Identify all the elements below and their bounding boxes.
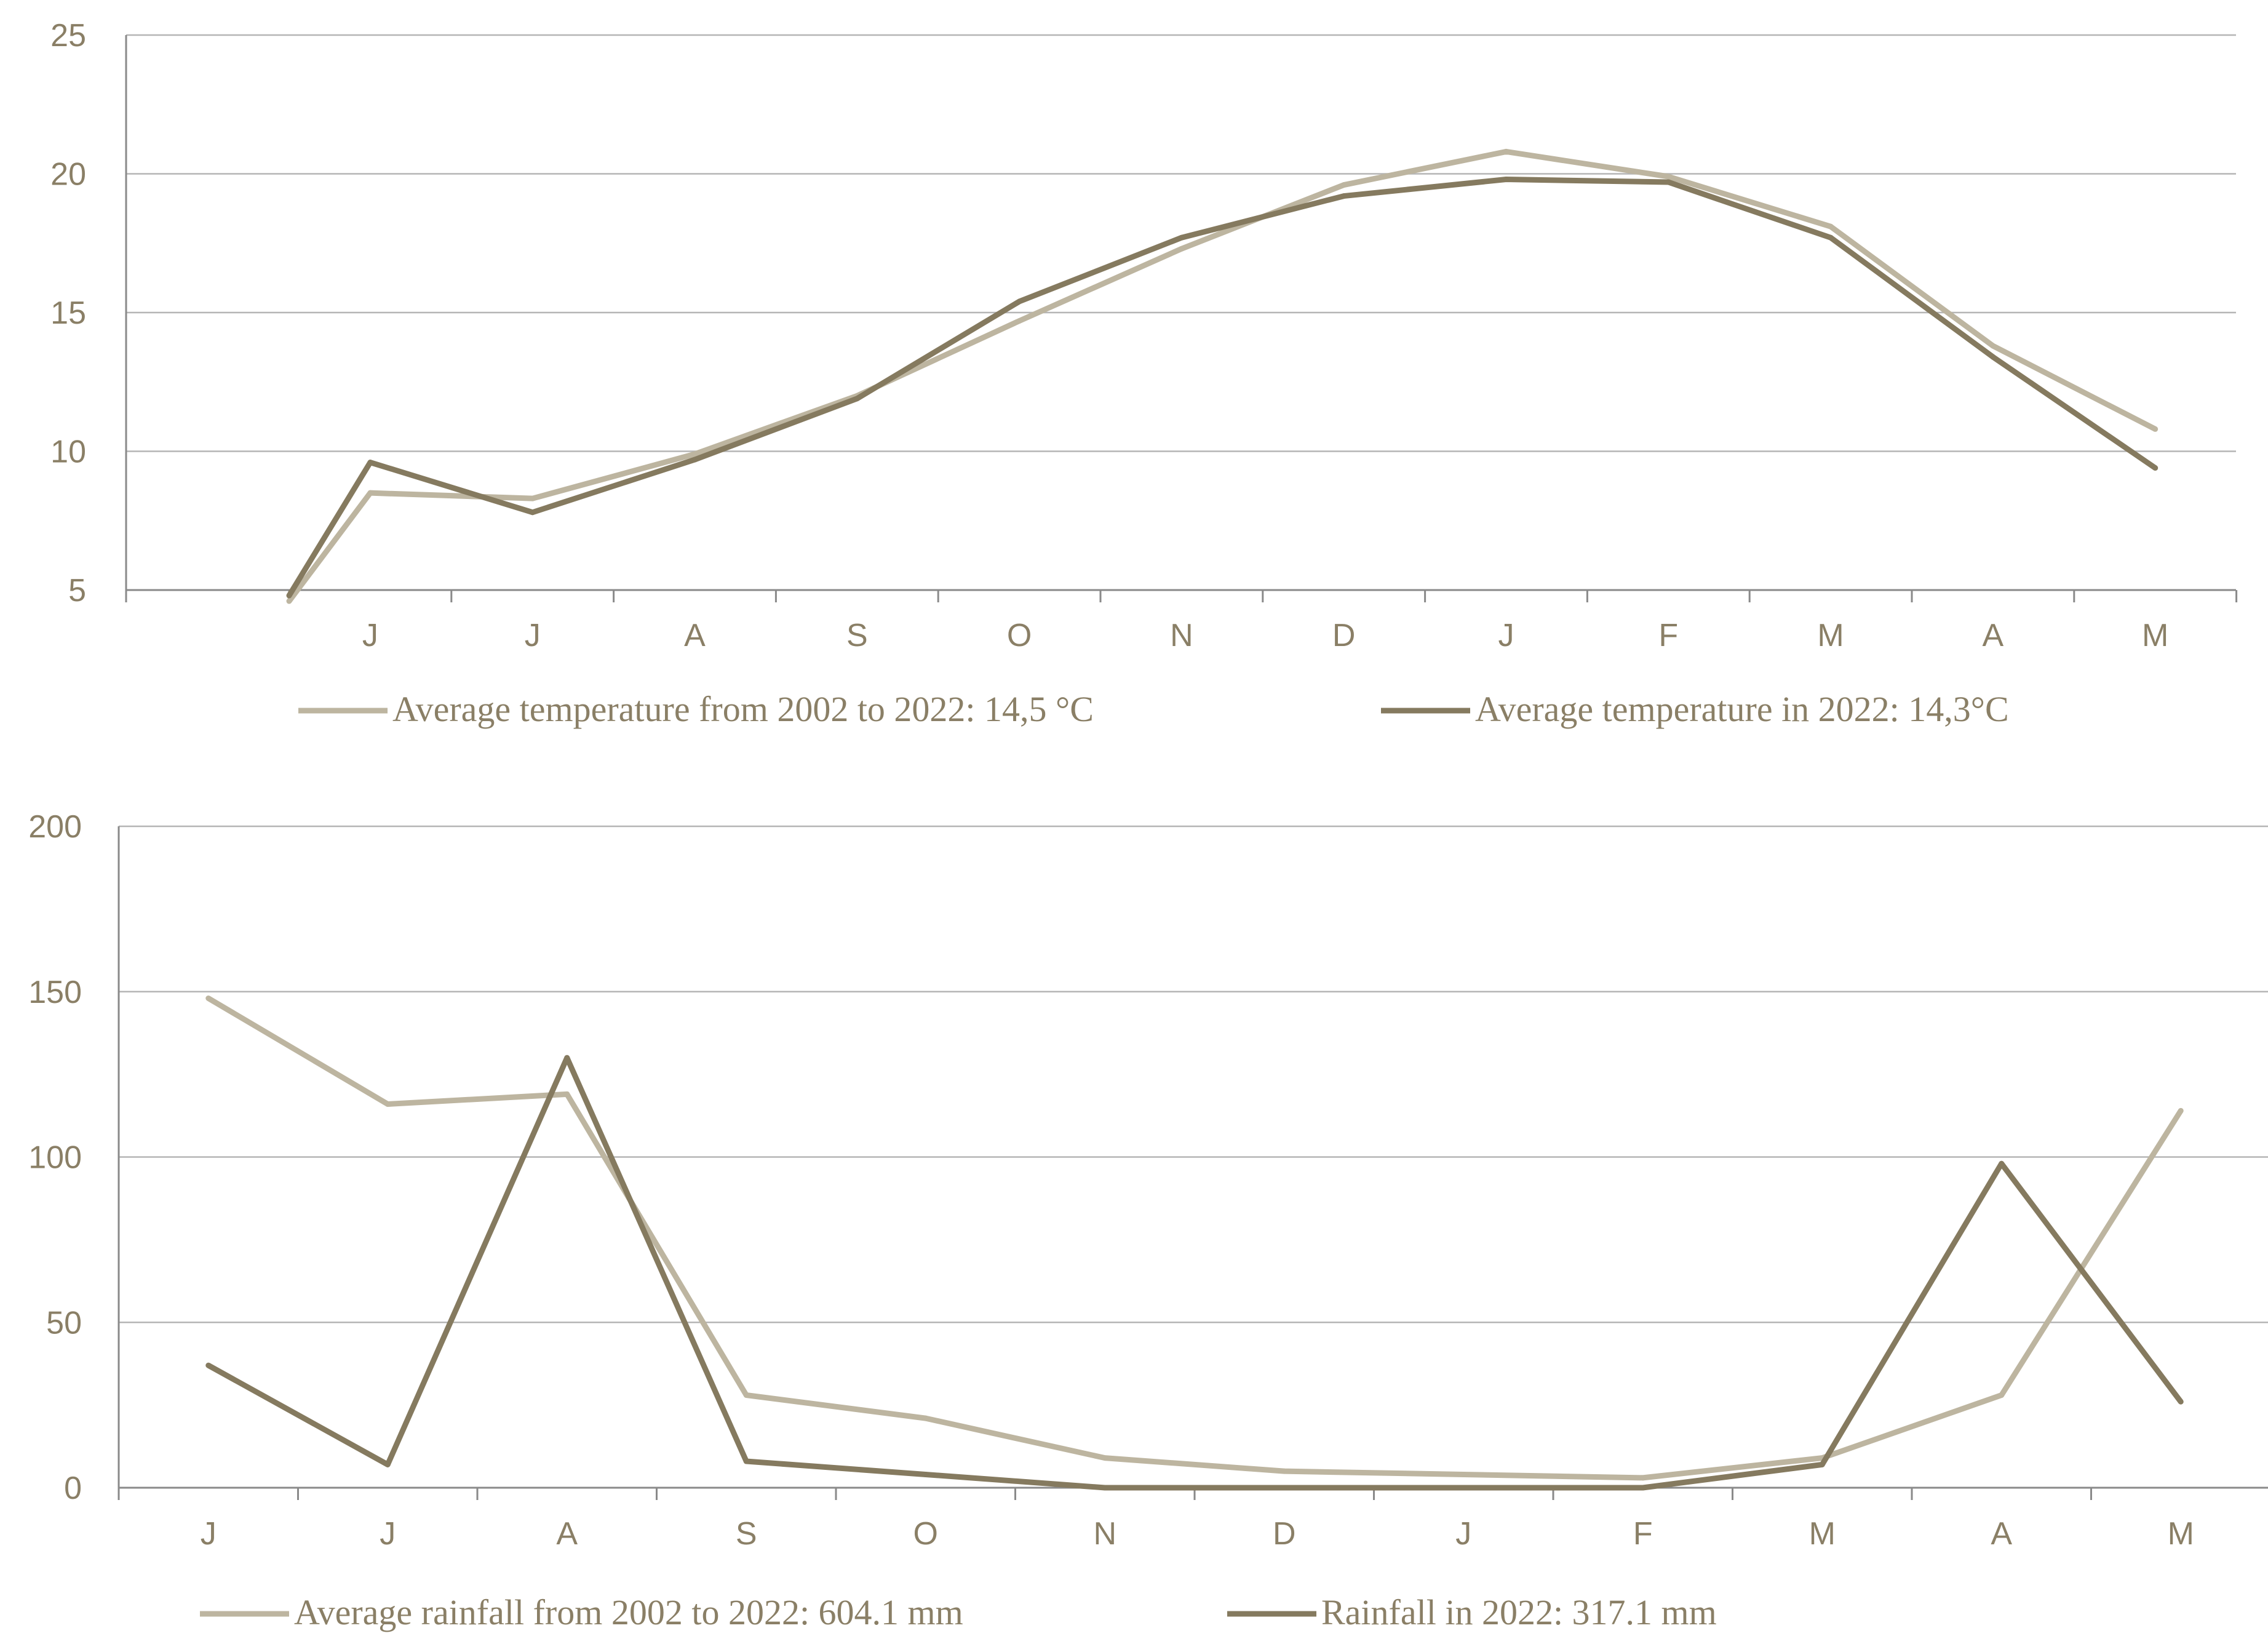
data-point [743,1392,749,1398]
x-tick-label: S [846,618,868,653]
x-tick-label: J [525,618,541,653]
series-line [287,177,2157,597]
data-point [854,396,860,402]
temperature-chart: 5 10 15 20 25 J J A S O N D J F M A M Average temperature… [50,18,2238,729]
y-tick-label: 50 [46,1305,82,1341]
data-point [1503,148,1509,154]
x-tick-label: F [1633,1516,1653,1552]
data-point [1102,1455,1108,1461]
x-tick-label: N [1093,1516,1116,1552]
data-point [1990,354,1996,360]
data-point [1179,234,1185,241]
x-tick-label: J [1498,618,1514,653]
x-tick-label: A [684,618,706,653]
data-point [1503,177,1509,183]
data-point [2152,426,2159,432]
x-tick-label: D [1273,1516,1296,1552]
y-tick-label: 100 [28,1140,82,1176]
legend-label: Average temperature from 2002 to 2022: 1… [392,689,1094,729]
x-tick-label: M [1817,618,1844,653]
data-point [367,490,373,496]
x-tick-label: M [2142,618,2168,653]
data-point [286,598,292,604]
y-tick-label: 200 [28,809,82,845]
data-point [1999,1392,2005,1398]
data-point [1341,182,1347,188]
y-tick-label: 15 [50,295,86,331]
data-point [1281,1485,1287,1491]
data-point [2152,465,2159,471]
data-point [1819,1461,1825,1467]
data-point [1990,343,1996,349]
x-tick-label: S [736,1516,757,1552]
y-tick-label: 20 [50,157,86,193]
data-point [1665,174,1671,180]
data-point [205,1362,212,1368]
x-tick-label: D [1332,618,1356,653]
series-line [207,1055,2183,1491]
data-point [1016,318,1022,324]
data-point [1460,1472,1466,1477]
data-point [1341,193,1347,199]
x-tick-label: M [2168,1516,2194,1552]
x-tick-label: J [1455,1516,1471,1552]
data-point [384,1101,391,1107]
data-point [1281,1468,1287,1474]
data-point [692,457,698,463]
data-point [367,460,373,466]
x-tick-label: A [556,1516,578,1552]
y-tick-label: 150 [28,975,82,1010]
legend-label: Rainfall in 2022: 317.1 mm [1321,1592,1717,1632]
x-tick-label: O [913,1516,938,1552]
x-tick-label: J [380,1516,396,1552]
data-point [564,1055,570,1061]
legend-label: Average temperature in 2022: 14,3°C [1475,689,2009,729]
data-point [286,593,292,599]
legend-label: Average rainfall from 2002 to 2022: 604.… [294,1592,963,1632]
data-point [923,1472,929,1477]
x-tick-label: A [1991,1516,2012,1552]
data-point [923,1415,929,1421]
data-point [205,996,212,1001]
data-point [1665,179,1671,185]
data-point [1640,1485,1646,1491]
data-point [743,1458,749,1464]
data-point [1640,1475,1646,1481]
y-tick-label: 5 [68,573,86,609]
x-tick-label: A [1983,618,2004,653]
data-point [1828,234,1834,241]
data-point [1179,245,1185,252]
data-point [1102,1485,1108,1491]
x-tick-label: O [1007,618,1032,653]
series-line [207,996,2184,1481]
x-tick-label: N [1170,618,1193,653]
y-tick-label: 10 [50,434,86,470]
y-tick-label: 0 [64,1470,82,1506]
series-line [287,148,2157,603]
data-point [384,1461,391,1467]
data-point [1460,1485,1466,1491]
x-tick-label: M [1809,1516,1836,1552]
data-point [2178,1107,2184,1114]
data-point [2178,1399,2184,1405]
x-tick-label: J [362,618,378,653]
data-point [1016,298,1022,305]
data-point [530,495,536,501]
data-point [1828,223,1834,229]
rainfall-chart: 0 50 100 150 200 J J A S O N D J F M A M Average rainfall… [28,809,2268,1632]
x-tick-label: J [201,1516,217,1552]
x-tick-label: F [1658,618,1678,653]
data-point [530,509,536,516]
y-tick-label: 25 [50,18,86,54]
data-point [564,1091,570,1097]
data-point [692,451,698,457]
data-point [1999,1160,2005,1167]
